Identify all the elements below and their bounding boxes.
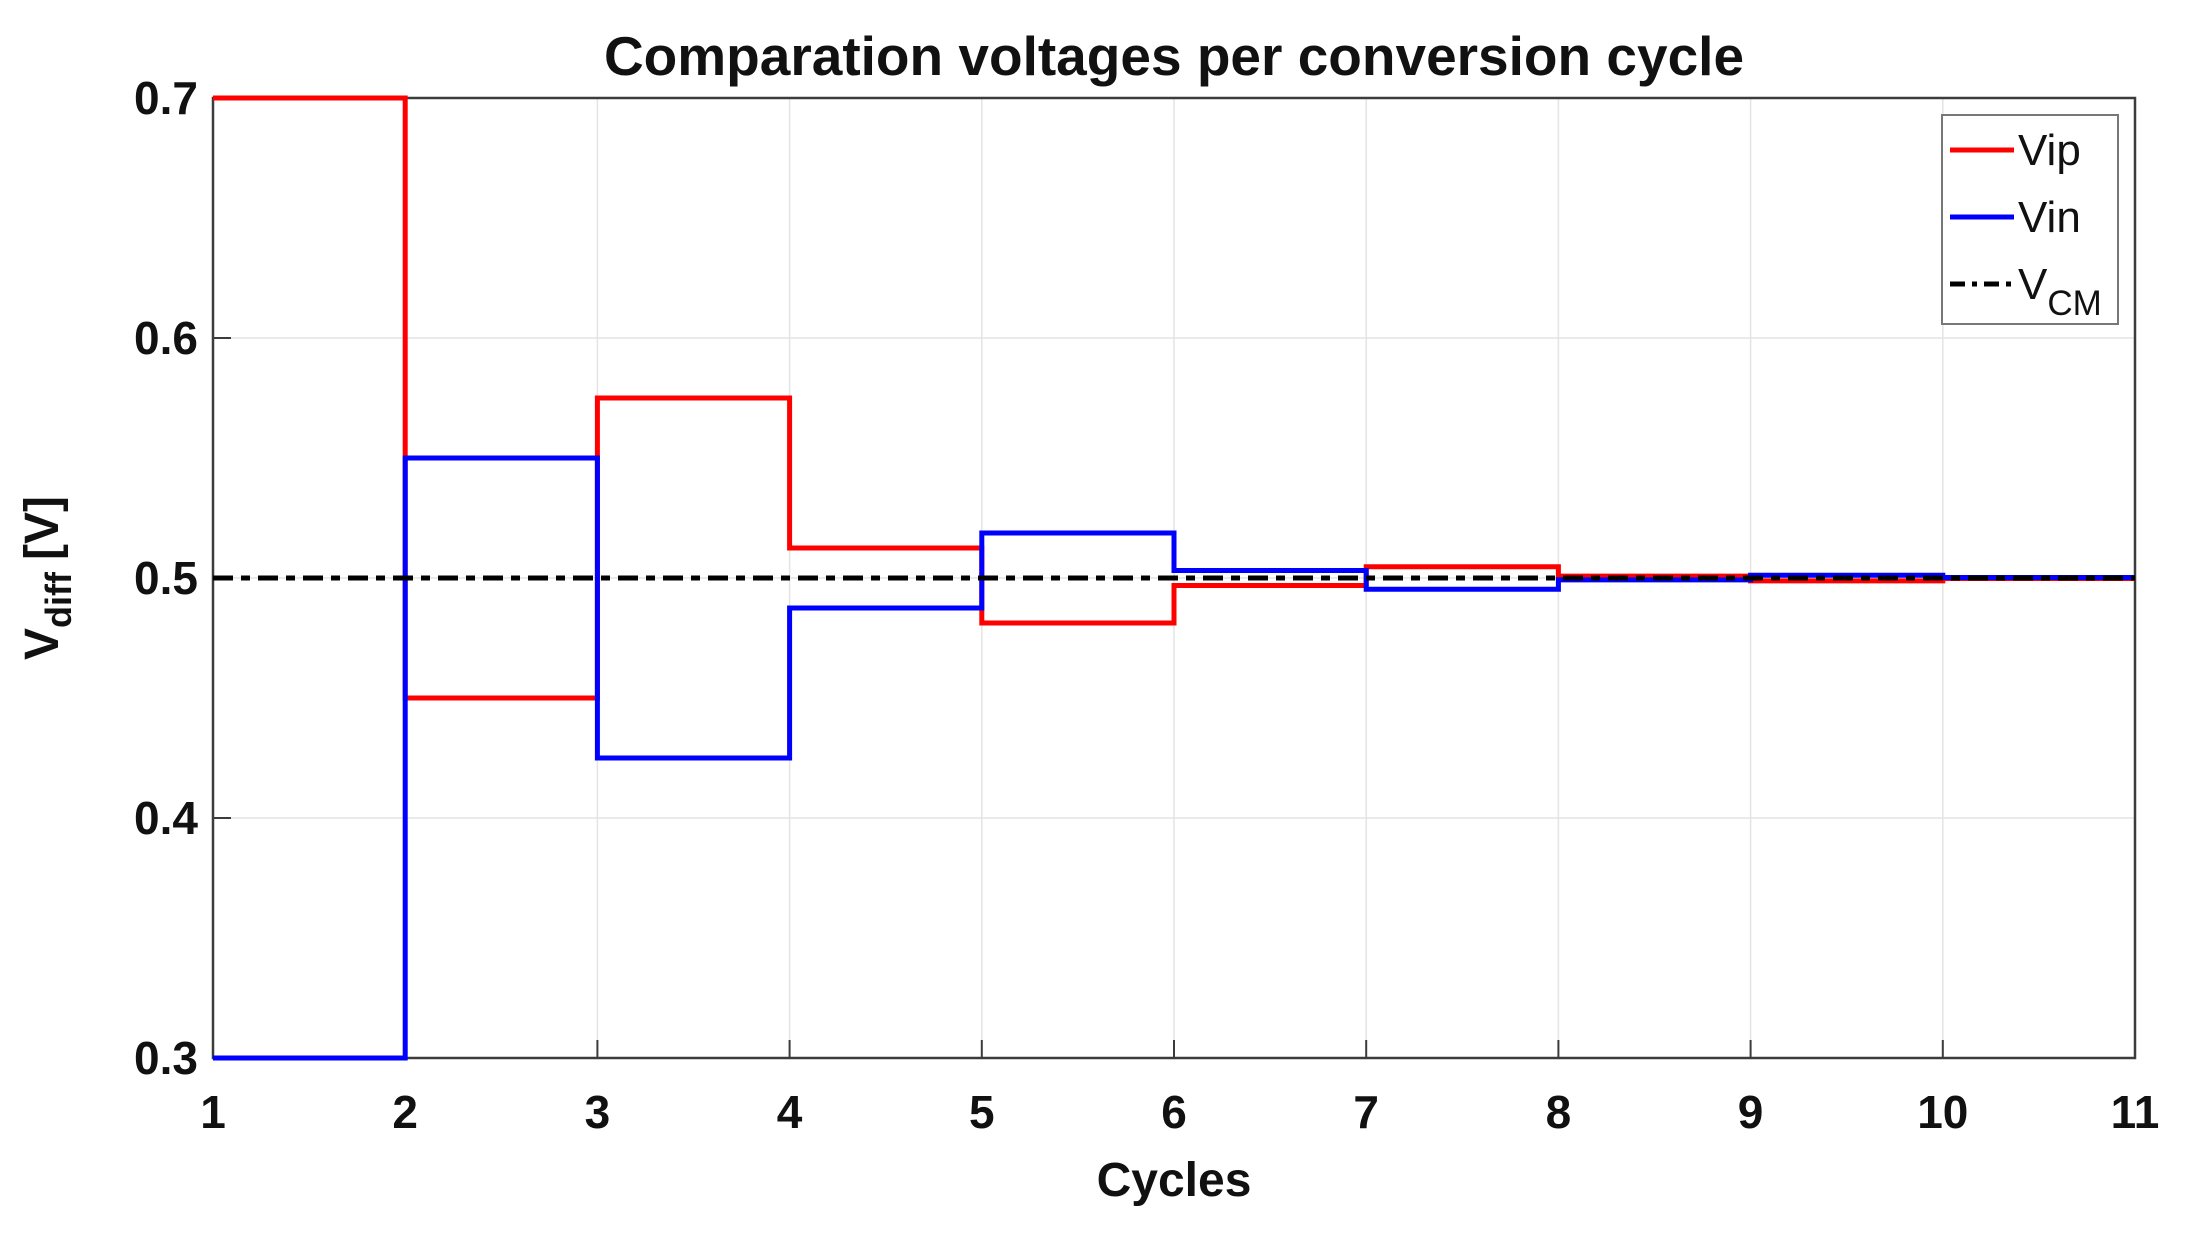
legend-label: VCM	[2018, 260, 2102, 323]
legend-item: VCM	[1950, 260, 2102, 323]
y-axis-label-base: V	[16, 628, 69, 660]
x-tick-label: 8	[1546, 1086, 1572, 1138]
x-tick-label: 2	[392, 1086, 418, 1138]
x-tick-label: 5	[969, 1086, 995, 1138]
x-tick-label: 3	[585, 1086, 611, 1138]
y-axis-label-unit: [V]	[16, 496, 69, 560]
data-series	[213, 95, 2135, 1061]
x-tick-label: 1	[200, 1086, 226, 1138]
y-axis-label: Vdiff [V]	[16, 496, 79, 660]
x-tick-label: 4	[777, 1086, 803, 1138]
x-tick-label: 6	[1161, 1086, 1187, 1138]
y-tick-label: 0.6	[134, 312, 198, 364]
legend: Vip Vin VCM	[1941, 114, 2119, 325]
y-tick-label: 0.5	[134, 552, 198, 604]
x-tick-label: 10	[1917, 1086, 1968, 1138]
legend-label: Vin	[2018, 193, 2081, 242]
legend-item: Vip	[1950, 126, 2081, 175]
legend-label: Vip	[2018, 126, 2081, 175]
legend-item: Vin	[1950, 193, 2081, 242]
x-axis-label: Cycles	[1097, 1154, 1252, 1207]
x-tick-label: 11	[2111, 1086, 2160, 1138]
x-tick-label: 9	[1738, 1086, 1764, 1138]
y-tick-label: 0.4	[134, 792, 198, 844]
tick-labels: 1 2 3 4 5 6 7 8 9 10 11 0.3 0.4 0.5 0.6 0.7	[134, 72, 2159, 1138]
x-tick-label: 7	[1353, 1086, 1379, 1138]
y-axis-label-subscript: diff	[38, 571, 79, 628]
y-tick-label: 0.3	[134, 1032, 198, 1084]
chart-title: Comparation voltages per conversion cycl…	[604, 25, 1744, 87]
y-tick-label: 0.7	[134, 72, 198, 124]
